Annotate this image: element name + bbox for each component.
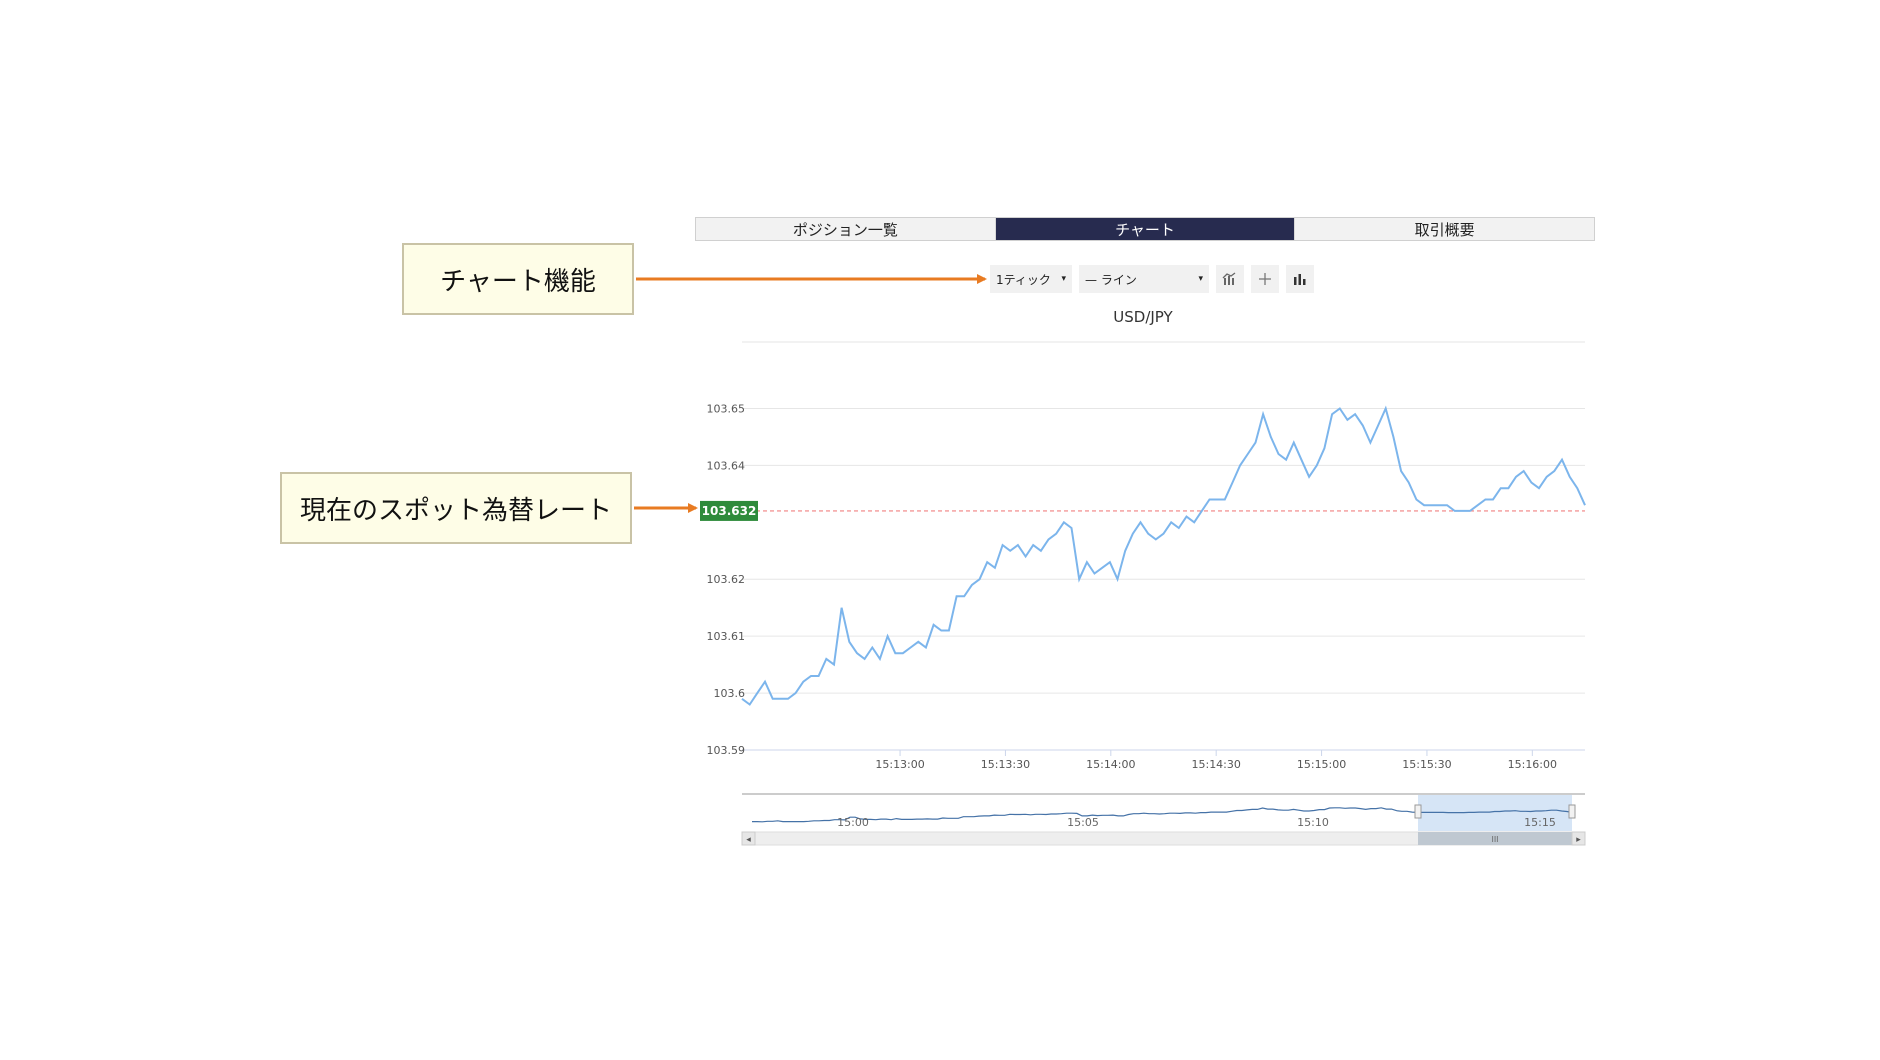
tab-chart[interactable]: チャート <box>995 218 1296 240</box>
x-tick-label: 15:15:30 <box>1402 758 1451 771</box>
tab-bar: ポジション一覧 チャート 取引概要 <box>695 217 1595 241</box>
chevron-down-icon: ▾ <box>1198 274 1203 284</box>
navigator-tick-1: 15:00 <box>837 816 869 829</box>
price-series-line <box>741 405 1586 706</box>
scroll-right-arrow-icon: ▸ <box>1576 835 1581 845</box>
navigator-scrollbar-thumb[interactable] <box>1418 832 1572 845</box>
tab-positions[interactable]: ポジション一覧 <box>696 218 996 240</box>
chart-type-dropdown[interactable]: — ライン ▾ <box>1079 265 1209 293</box>
y-tick-label: 103.62 <box>707 573 746 586</box>
navigator-handle-left[interactable] <box>1414 804 1422 819</box>
chart-toolbar: 1ティック ▾ — ライン ▾ <box>990 265 1314 293</box>
current-price-badge <box>700 500 758 521</box>
callout-chart-features: チャート機能 <box>402 243 634 315</box>
y-tick-label: 103.64 <box>707 459 746 472</box>
scroll-left-arrow-icon: ◂ <box>746 835 751 845</box>
crosshair-icon <box>1259 273 1271 285</box>
callout-spot-rate: 現在のスポット為替レート <box>280 472 632 544</box>
x-tick-label: 15:14:30 <box>1191 758 1240 771</box>
scrollbar-grip-icon: III <box>1491 835 1498 844</box>
gridlines <box>742 407 1585 751</box>
navigator[interactable]: 15:00 15:05 15:10 15:15 III ◂ ▸ <box>741 793 1586 846</box>
current-price-label: 103.632 <box>702 504 757 518</box>
y-tick-label: 103.6 <box>714 687 746 700</box>
navigator-scrollbar-track[interactable] <box>741 831 1586 846</box>
y-tick-label: 103.59 <box>707 744 746 757</box>
y-tick-label: 103.61 <box>707 630 746 643</box>
scroll-left-button[interactable] <box>741 831 756 846</box>
bar-chart-icon <box>1294 274 1306 285</box>
navigator-tick-2: 15:05 <box>1067 816 1099 829</box>
navigator-series-line <box>752 807 1573 823</box>
navigator-tick-3: 15:10 <box>1297 816 1329 829</box>
interval-dropdown[interactable]: 1ティック ▾ <box>990 265 1072 293</box>
indicator-icon <box>1222 272 1236 285</box>
tab-trade-summary[interactable]: 取引概要 <box>1295 218 1595 240</box>
x-tick-label: 15:15:00 <box>1297 758 1346 771</box>
chart-type-value: — ライン <box>1085 272 1137 287</box>
y-axis-labels: 103.59 103.6 103.61 103.62 103.64 103.65 <box>707 402 746 757</box>
navigator-tick-4: 15:15 <box>1524 816 1556 829</box>
navigator-handle-right[interactable] <box>1568 804 1576 819</box>
crosshair-button[interactable] <box>1251 265 1279 293</box>
chart-title: USD/JPY <box>1113 308 1173 326</box>
scroll-right-button[interactable] <box>1571 831 1586 846</box>
interval-value: 1ティック <box>996 272 1051 287</box>
y-tick-label: 103.65 <box>707 402 746 415</box>
x-tick-label: 15:14:00 <box>1086 758 1135 771</box>
x-tick-label: 15:16:00 <box>1508 758 1557 771</box>
chevron-down-icon: ▾ <box>1061 274 1066 284</box>
navigator-selection[interactable] <box>1418 795 1572 831</box>
x-axis-labels: 15:13:00 15:13:30 15:14:00 15:14:30 15:15:00… <box>875 750 1557 771</box>
bar-chart-button[interactable] <box>1286 265 1314 293</box>
x-tick-label: 15:13:30 <box>981 758 1030 771</box>
x-tick-label: 15:13:00 <box>875 758 924 771</box>
indicator-button[interactable] <box>1216 265 1244 293</box>
